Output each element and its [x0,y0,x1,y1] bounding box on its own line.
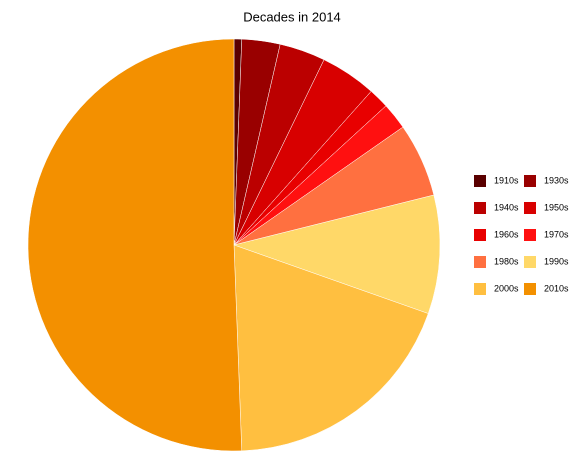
legend-label: 1960s [494,229,519,239]
legend-label: 2000s [494,283,519,293]
legend-swatch [524,229,536,241]
pie-slice [233,194,441,314]
pie-slice [27,38,243,452]
legend-swatch [524,283,536,295]
legend-swatch [474,283,486,295]
legend-swatch [474,256,486,268]
legend-swatch [524,256,536,268]
legend-swatch [474,229,486,241]
pie-slice [233,244,429,452]
legend-swatch [474,175,486,187]
legend-label: 1970s [544,229,569,239]
legend-swatch [474,202,486,214]
legend-label: 1940s [494,202,519,212]
chart-title: Decades in 2014 [243,9,341,24]
legend-label: 1930s [544,175,569,185]
legend-label: 2010s [544,283,569,293]
legend-swatch [524,175,536,187]
legend-swatch [524,202,536,214]
legend-label: 1950s [544,202,569,212]
legend-label: 1990s [544,256,569,266]
legend-label: 1980s [494,256,519,266]
legend-label: 1910s [494,175,519,185]
